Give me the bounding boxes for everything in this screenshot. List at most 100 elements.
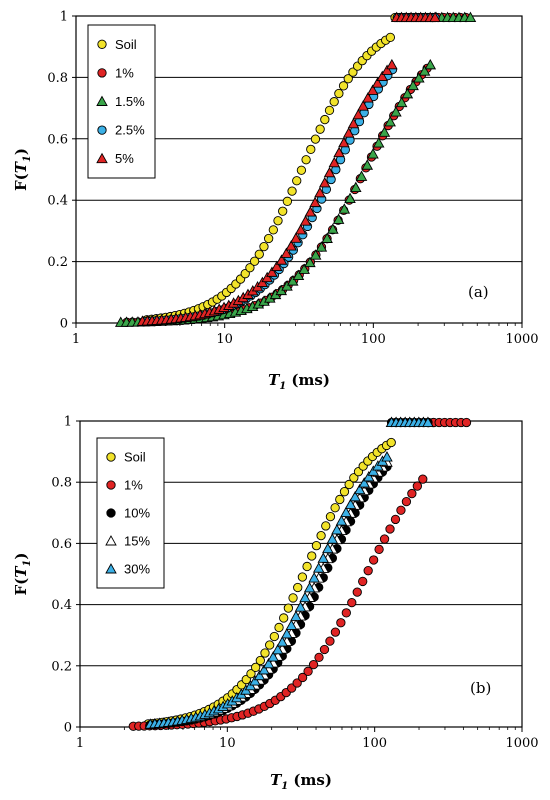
data-point [273, 216, 283, 226]
data-point [371, 77, 384, 88]
data-point [363, 471, 375, 482]
data-point [357, 100, 369, 111]
data-point [384, 116, 396, 127]
data-point [271, 643, 284, 655]
chart-panel-b: 0 0.2 0.4 0.6 0.8 1 1 10 100 1000 T1 (ms) F(T1) Soil… [12, 415, 539, 793]
data-point [260, 648, 270, 658]
data-point [250, 662, 261, 673]
y-tick-label: 0.2 [47, 255, 68, 270]
data-point [303, 581, 316, 593]
data-point [309, 196, 321, 208]
legend-label: 30% [124, 562, 150, 577]
data-point [329, 97, 339, 107]
data-point [274, 622, 284, 633]
data-point [412, 481, 422, 491]
data-point [325, 636, 335, 646]
data-point [304, 206, 317, 217]
data-point [275, 254, 288, 265]
data-point [327, 223, 339, 234]
data-point [255, 655, 265, 666]
series-soil [143, 417, 438, 729]
data-point [352, 587, 362, 597]
data-point [385, 524, 395, 534]
data-point [297, 672, 308, 683]
data-point [338, 203, 351, 214]
x-tick-label: 1 [72, 332, 80, 347]
data-point [311, 541, 322, 551]
data-point [321, 521, 331, 531]
y-tick-label: 0.4 [47, 194, 68, 209]
data-point [413, 72, 425, 83]
y-tick-label: 0.4 [51, 598, 72, 613]
y-tick-label: 0 [64, 721, 72, 736]
data-point [308, 659, 319, 670]
data-point [266, 266, 278, 277]
data-point [316, 530, 326, 541]
data-point [285, 240, 297, 251]
data-point [352, 108, 365, 120]
data-point [396, 505, 406, 515]
legend-label: 2.5% [115, 123, 145, 138]
data-point [395, 96, 408, 108]
data-point [401, 496, 412, 507]
data-point [326, 533, 339, 544]
data-point [318, 176, 331, 188]
data-point [308, 572, 320, 583]
y-tick-label: 0.2 [51, 659, 72, 674]
data-point [292, 269, 305, 281]
legend-label: 5% [115, 151, 134, 166]
data-point [358, 576, 368, 587]
data-point [344, 192, 356, 204]
data-point [342, 127, 355, 138]
data-point [290, 232, 302, 243]
data-point [270, 260, 283, 272]
data-point [378, 126, 391, 137]
data-point [407, 488, 417, 499]
data-point [306, 144, 316, 154]
legend-marker [105, 563, 117, 574]
data-point [292, 176, 302, 186]
data-point [298, 263, 310, 274]
data-point [254, 249, 264, 259]
data-point [334, 88, 344, 99]
legend-marker [97, 125, 107, 135]
data-point [333, 146, 345, 158]
data-point [317, 552, 330, 563]
data-point [258, 664, 270, 675]
series-1-5- [114, 11, 477, 327]
x-axis-title: T1 (ms) [268, 371, 330, 392]
data-point [343, 74, 353, 84]
data-point [283, 603, 294, 613]
data-point [338, 81, 349, 91]
y-tick-label: 0.8 [47, 71, 68, 86]
x-tick-label: 10 [219, 736, 236, 751]
data-point [304, 256, 316, 268]
data-point [344, 479, 354, 490]
data-point [314, 186, 326, 198]
data-point [358, 477, 370, 488]
x-tick-label: 1000 [505, 736, 538, 751]
data-point [269, 631, 279, 642]
y-axis-title: F(T1) [12, 148, 33, 191]
data-point [249, 256, 260, 266]
x-tick-label: 10 [216, 332, 233, 347]
chart-panel-a: 0 0.2 0.4 0.6 0.8 1 1 10 100 1000 T1 (ms) F(T1) Soil… [12, 10, 539, 393]
plot-frame [79, 420, 523, 728]
series-soil [142, 12, 438, 325]
data-point [276, 636, 289, 647]
data-point [321, 232, 333, 243]
data-point [386, 437, 396, 448]
y-tick-label: 0 [60, 317, 68, 332]
data-point [287, 186, 297, 196]
data-point [249, 675, 261, 686]
series-30- [144, 416, 434, 729]
data-point [307, 551, 317, 561]
data-point [310, 134, 321, 144]
data-point [363, 566, 373, 576]
legend: Soil 1% 10% 15% 30% [96, 437, 165, 589]
y-tick-label: 1 [64, 415, 72, 430]
data-point [288, 593, 298, 603]
legend-marker [96, 152, 108, 164]
y-tick-label: 0.6 [51, 537, 72, 552]
data-point [292, 678, 302, 688]
